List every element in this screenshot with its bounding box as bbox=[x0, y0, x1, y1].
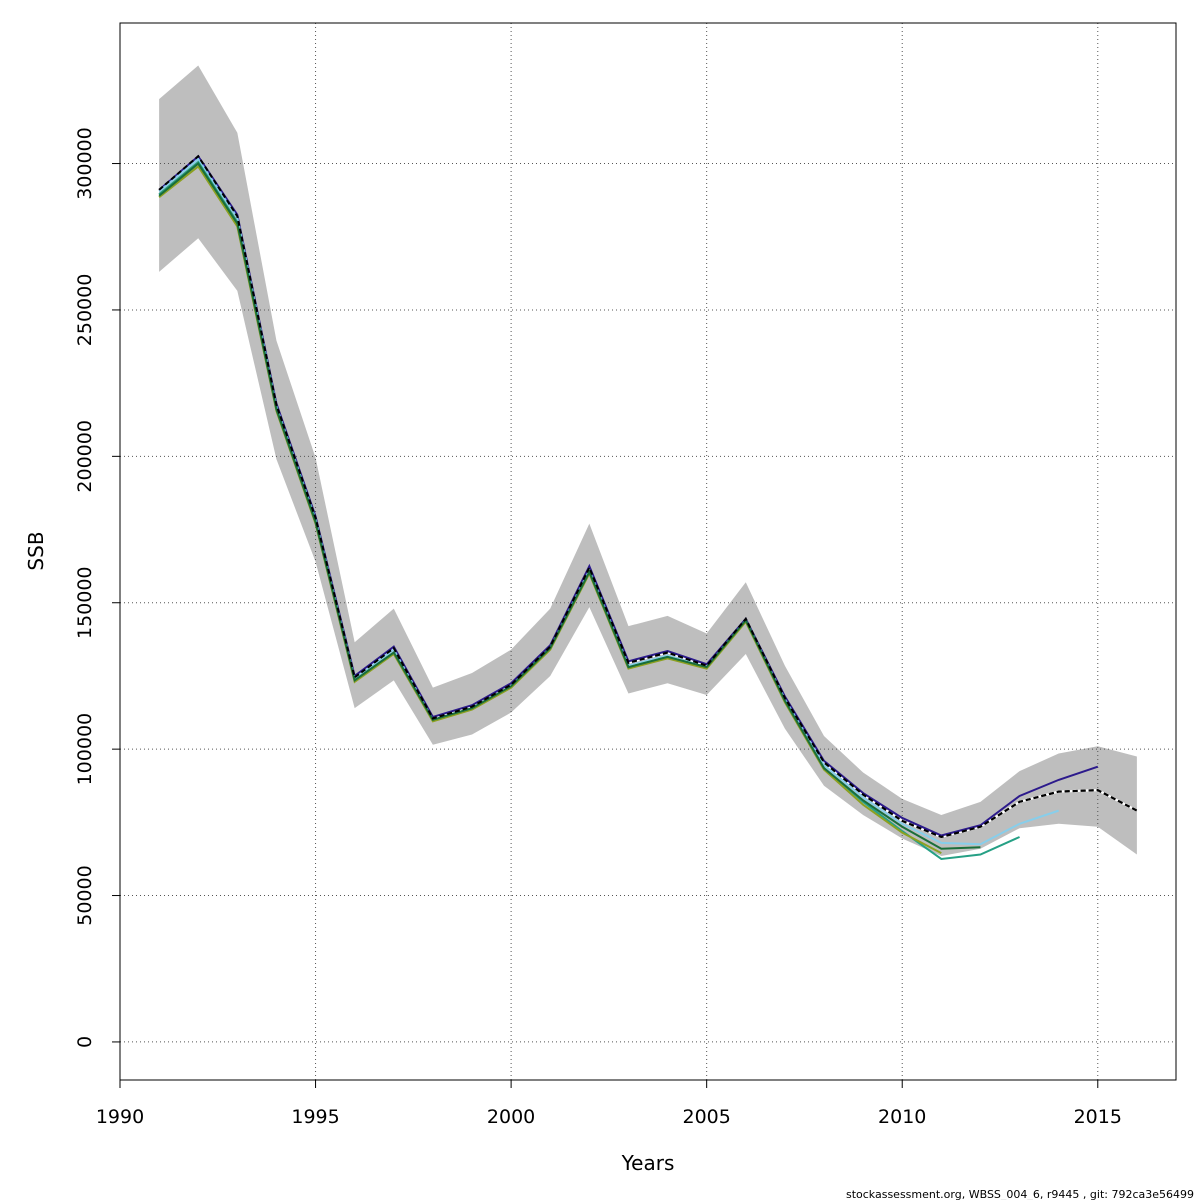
y-tick-label: 100000 bbox=[74, 713, 96, 786]
x-tick-label: 1995 bbox=[291, 1106, 339, 1128]
y-tick-label: 200000 bbox=[74, 420, 96, 493]
x-tick-label: 2010 bbox=[878, 1106, 926, 1128]
y-tick-label: 150000 bbox=[74, 566, 96, 639]
x-axis: 1990 1995 2000 2005 2010 2015 bbox=[96, 1079, 1122, 1128]
gridlines bbox=[119, 23, 1176, 1080]
x-tick-label: 2005 bbox=[682, 1106, 730, 1128]
y-axis-title: SSB bbox=[24, 531, 48, 570]
confidence-band-area bbox=[159, 65, 1137, 857]
confidence-band bbox=[159, 65, 1137, 857]
series-line-reference bbox=[158, 154, 1138, 839]
x-tick-label: 2000 bbox=[487, 1106, 535, 1128]
y-tick-label: 250000 bbox=[74, 274, 96, 347]
series-line-4 bbox=[158, 160, 1020, 860]
y-tick-label: 50000 bbox=[74, 865, 96, 925]
x-tick-label: 2015 bbox=[1074, 1106, 1122, 1128]
footer-source: stockassessment.org, WBSS_004_6, r9445 ,… bbox=[846, 1188, 1194, 1200]
plot-frame bbox=[119, 22, 1177, 1081]
x-axis-title: Years bbox=[621, 1151, 675, 1175]
series-lines bbox=[158, 154, 1138, 860]
y-tick-label: 0 bbox=[74, 1036, 96, 1048]
y-tick-label: 300000 bbox=[74, 127, 96, 200]
y-axis: 0 50000 100000 150000 200000 250000 300000 bbox=[74, 127, 121, 1048]
series-line-6 bbox=[158, 162, 981, 850]
x-tick-label: 1990 bbox=[96, 1106, 144, 1128]
